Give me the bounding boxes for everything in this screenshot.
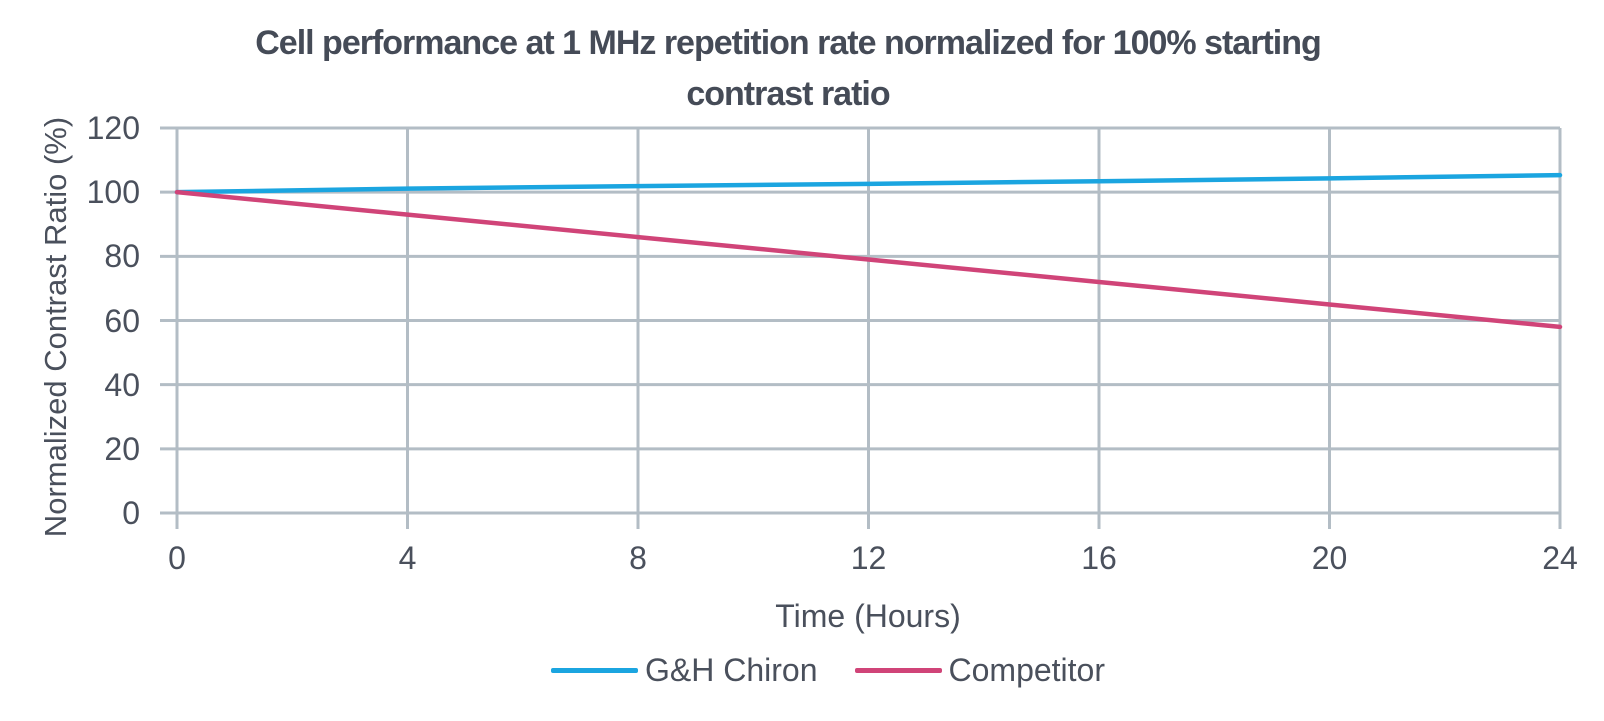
legend-line-swatch (854, 668, 942, 673)
series-line-g-h-chiron (174, 172, 1563, 195)
chart-title-line-2: contrast ratio (686, 75, 890, 113)
y-tick-label: 120 (86, 110, 140, 146)
x-tick-label: 0 (168, 540, 186, 576)
legend-line-swatch (551, 668, 638, 673)
x-tick-label: 8 (629, 540, 647, 576)
y-tick-label: 80 (104, 238, 140, 275)
y-tick-label: 100 (86, 174, 140, 211)
legend-label: G&H Chiron (645, 652, 818, 688)
x-tick-label: 20 (1311, 540, 1348, 576)
x-tick-label: 24 (1542, 540, 1578, 576)
y-tick-label: 0 (122, 495, 140, 531)
x-tick-label: 16 (1081, 540, 1117, 576)
y-tick-label: 60 (104, 302, 140, 339)
series-line-competitor (174, 189, 1563, 330)
y-tick-label: 20 (104, 430, 140, 467)
chart-title-line-1: Cell performance at 1 MHz repetition rat… (255, 24, 1322, 62)
legend: G&H Chiron Competitor (26, 652, 1604, 689)
chart-title: Cell performance at 1 MHz repetition rat… (0, 18, 1576, 120)
y-tick-label: 40 (104, 366, 140, 403)
x-tick-label: 4 (398, 540, 417, 576)
legend-item-competitor: Competitor (854, 652, 1106, 689)
x-axis-title: Time (Hours) (775, 598, 961, 634)
x-tick-label: 12 (850, 540, 887, 576)
legend-label: Competitor (948, 652, 1106, 688)
legend-item-g-h-chiron: G&H Chiron (551, 652, 818, 689)
